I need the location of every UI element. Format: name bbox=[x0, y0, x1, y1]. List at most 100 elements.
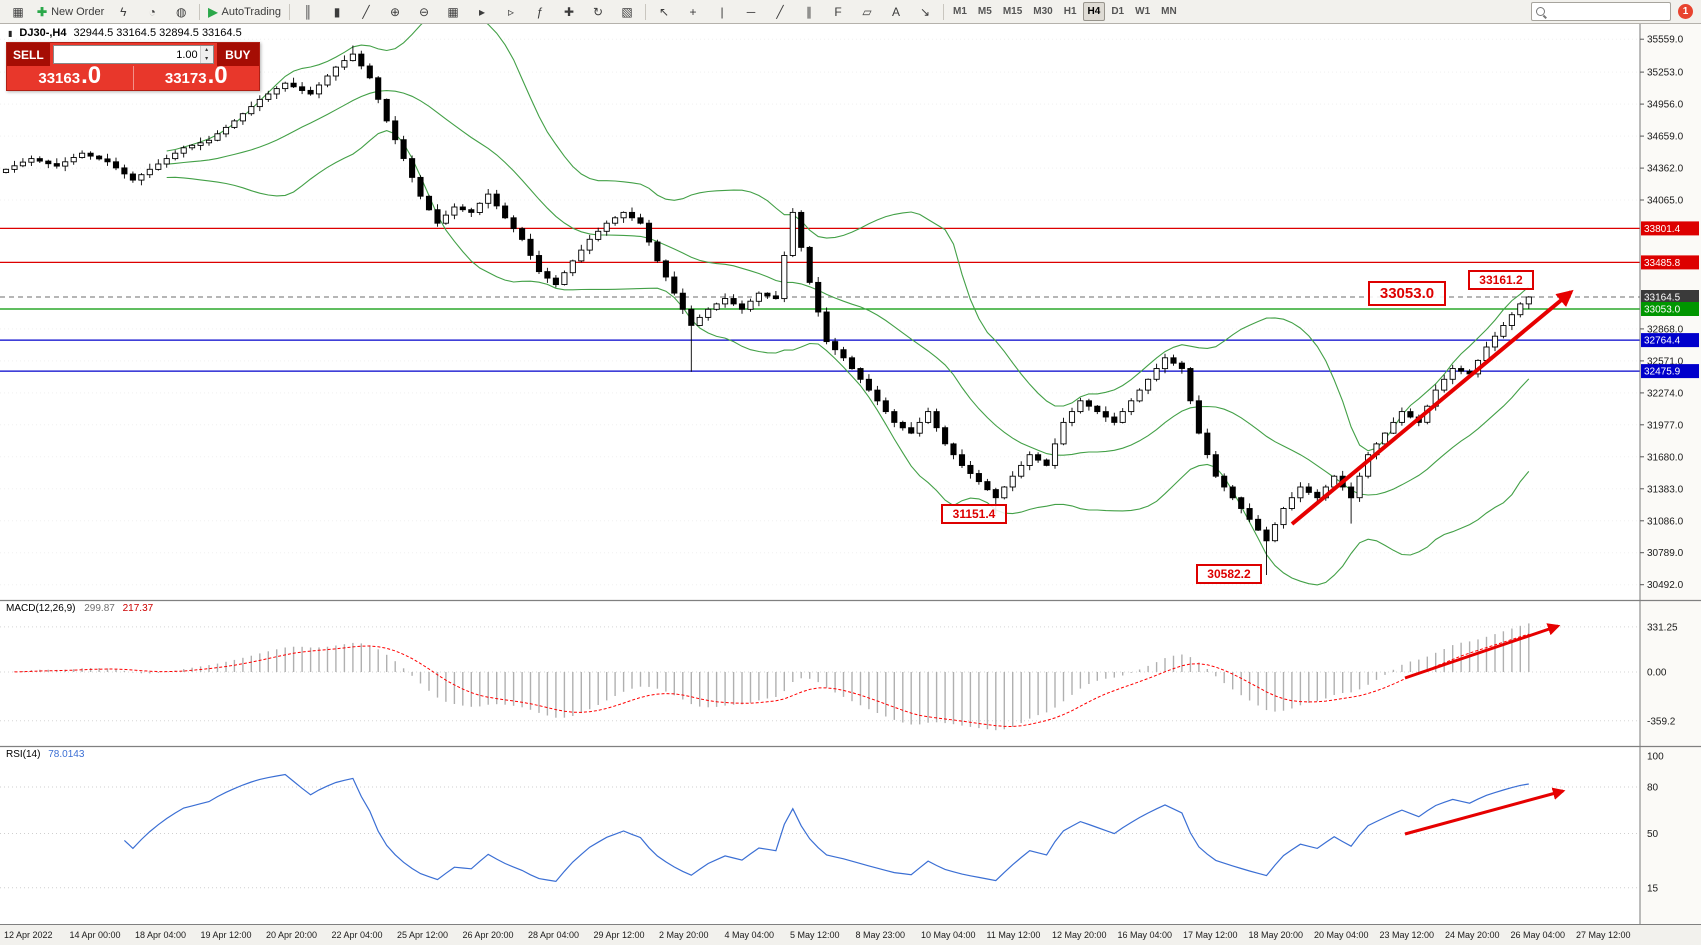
notification-badge[interactable]: 1 bbox=[1678, 4, 1693, 19]
candle bbox=[1356, 475, 1363, 499]
horizontal-line-button[interactable]: ─ bbox=[737, 1, 765, 23]
candle bbox=[409, 158, 416, 178]
buy-price[interactable]: 33173.0 bbox=[132, 63, 260, 90]
candles-chart-icon: ▮ bbox=[333, 4, 341, 19]
candle bbox=[1187, 368, 1194, 402]
axis-tag-32475.9 bbox=[1641, 364, 1699, 379]
candle bbox=[307, 89, 314, 95]
candle bbox=[1068, 411, 1076, 423]
refresh-button[interactable]: ↻ bbox=[584, 1, 612, 23]
candle bbox=[1407, 411, 1414, 418]
autotrading-button[interactable]: ▶ AutoTrading bbox=[204, 1, 285, 23]
templates-button[interactable]: ▧ bbox=[613, 1, 641, 23]
indicators-button[interactable]: ƒ bbox=[526, 1, 554, 23]
crosshair-button[interactable]: + bbox=[679, 1, 707, 23]
candle bbox=[485, 193, 492, 204]
svg-text:0.00: 0.00 bbox=[1647, 668, 1667, 679]
add-indicator-button[interactable]: ✚ bbox=[555, 1, 583, 23]
candle bbox=[28, 158, 35, 163]
text-button[interactable]: A bbox=[882, 1, 910, 23]
svg-text:34956.0: 34956.0 bbox=[1647, 100, 1684, 111]
candle bbox=[586, 238, 593, 251]
arrow-object-button[interactable]: ↘ bbox=[911, 1, 939, 23]
timeframe-mn-button[interactable]: MN bbox=[1161, 6, 1177, 17]
chart-shift-button[interactable]: ▹ bbox=[497, 1, 525, 23]
fibonacci-button[interactable]: F bbox=[824, 1, 852, 23]
volume-down-button[interactable]: ▾ bbox=[200, 54, 213, 63]
market-icon: ◍ bbox=[176, 4, 187, 19]
auto-scroll-button[interactable]: ▸ bbox=[468, 1, 496, 23]
zoom-in-button[interactable]: ⊕ bbox=[381, 1, 409, 23]
search-input[interactable] bbox=[1549, 5, 1666, 18]
volume-input[interactable] bbox=[53, 46, 200, 63]
sell-button[interactable]: SELL bbox=[7, 43, 50, 66]
axis-tag-33164.5 bbox=[1641, 290, 1699, 304]
svg-text:32475.9: 32475.9 bbox=[1644, 367, 1681, 378]
timeframe-m5-button[interactable]: M5 bbox=[977, 6, 992, 17]
timeframe-h1-button[interactable]: H1 bbox=[1063, 6, 1077, 17]
timeframe-m30-button[interactable]: M30 bbox=[1033, 6, 1053, 17]
candle bbox=[781, 255, 788, 300]
main-trend-arrow[interactable] bbox=[1290, 289, 1574, 526]
candles-chart-button[interactable]: ▮ bbox=[323, 1, 351, 23]
sell-price[interactable]: 33163.0 bbox=[38, 62, 102, 89]
candle bbox=[1204, 432, 1211, 456]
line-chart-button[interactable]: ╱ bbox=[352, 1, 380, 23]
candle bbox=[1145, 378, 1152, 391]
expert-advisors-button[interactable]: ϟ bbox=[109, 1, 137, 23]
candle bbox=[696, 316, 703, 326]
timeframe-w1-button[interactable]: W1 bbox=[1135, 6, 1151, 17]
svg-text:26 Apr 20:00: 26 Apr 20:00 bbox=[463, 930, 514, 940]
candle bbox=[992, 489, 999, 499]
charts-grid-button[interactable]: ▦ bbox=[4, 1, 32, 23]
candlesticks bbox=[2, 45, 1532, 575]
candle bbox=[36, 158, 43, 162]
candle bbox=[561, 272, 568, 285]
candle bbox=[358, 53, 365, 67]
market-button[interactable]: ◍ bbox=[167, 1, 195, 23]
cursor-button[interactable]: ↖ bbox=[650, 1, 678, 23]
rsi-trend-arrow[interactable] bbox=[1404, 787, 1566, 836]
tile-windows-button[interactable]: ▦ bbox=[439, 1, 467, 23]
volume-up-button[interactable]: ▴ bbox=[200, 46, 213, 55]
candle bbox=[933, 411, 940, 429]
timeframe-m1-button[interactable]: M1 bbox=[953, 6, 967, 17]
zoom-out-button[interactable]: ⊖ bbox=[410, 1, 438, 23]
candle bbox=[1170, 357, 1177, 364]
timeframe-h4-button[interactable]: H4 bbox=[1082, 2, 1106, 21]
annotation-resistance-price[interactable]: 33053.0 bbox=[1368, 281, 1446, 306]
annotation-swing-low-2[interactable]: 30582.2 bbox=[1196, 564, 1262, 584]
equidistant-channel-button[interactable]: ∥ bbox=[795, 1, 823, 23]
candle bbox=[1212, 454, 1219, 477]
candle bbox=[908, 427, 915, 434]
candle bbox=[112, 161, 120, 169]
shapes-button[interactable]: ▱ bbox=[853, 1, 881, 23]
vertical-line-button[interactable]: | bbox=[708, 1, 736, 23]
trend-line-button[interactable]: ╱ bbox=[766, 1, 794, 23]
trend-arrows[interactable] bbox=[1290, 289, 1574, 836]
candle bbox=[222, 126, 230, 135]
accounts-button[interactable]: ◔ bbox=[138, 1, 166, 23]
annotation-target-price[interactable]: 33161.2 bbox=[1468, 270, 1534, 290]
svg-text:12 Apr 2022: 12 Apr 2022 bbox=[4, 930, 53, 940]
new-order-button[interactable]: ✚ New Order bbox=[33, 1, 108, 23]
bars-chart-button[interactable]: ║ bbox=[294, 1, 322, 23]
timeframe-d1-button[interactable]: D1 bbox=[1111, 6, 1125, 17]
candle bbox=[197, 142, 204, 146]
macd-trend-arrow[interactable] bbox=[1404, 623, 1561, 680]
candle bbox=[180, 147, 187, 154]
svg-text:33485.8: 33485.8 bbox=[1644, 258, 1681, 269]
annotation-swing-low-1[interactable]: 31151.4 bbox=[941, 504, 1007, 524]
bars-chart-icon: ║ bbox=[303, 4, 313, 19]
timeframe-m15-button[interactable]: M15 bbox=[1002, 6, 1023, 17]
svg-text:33801.4: 33801.4 bbox=[1644, 224, 1681, 235]
svg-text:4 May 04:00: 4 May 04:00 bbox=[725, 930, 775, 940]
candle bbox=[848, 357, 856, 370]
horizontal-price-lines[interactable] bbox=[0, 227, 1640, 372]
equidistant-channel-icon: ∥ bbox=[806, 4, 813, 19]
buy-button[interactable]: BUY bbox=[216, 43, 259, 66]
candle bbox=[891, 411, 898, 423]
svg-text:30492.0: 30492.0 bbox=[1647, 580, 1684, 591]
candle bbox=[806, 246, 813, 283]
